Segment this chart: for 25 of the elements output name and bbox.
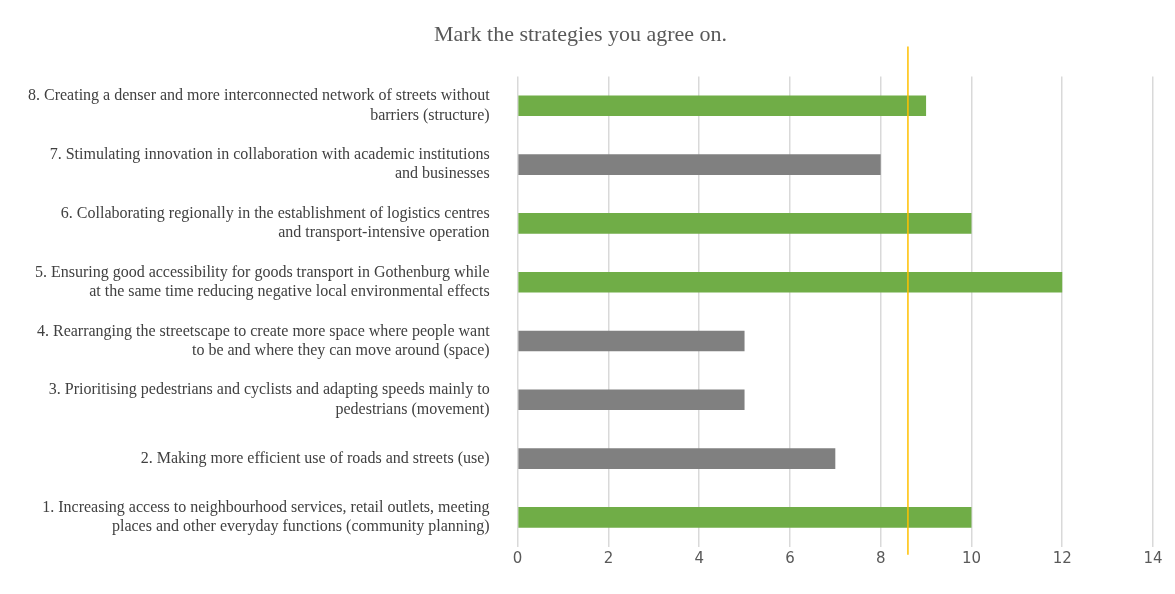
bar	[518, 95, 927, 117]
y-tick-label: 7. Stimulating innovation in collaboration with academic institutions and businesses	[49, 145, 490, 182]
bar	[518, 213, 972, 234]
y-tick-label: 5. Ensuring good accessibility for goods transport in Gothenburg while at the same time reducing negative local environmental effects	[34, 262, 490, 300]
bar	[518, 389, 745, 411]
x-tick-label: 2	[603, 548, 614, 567]
y-tick-label: 2. Making more efficient use of roads and streets (use)	[140, 448, 490, 467]
bar	[518, 448, 836, 469]
bar	[518, 330, 745, 352]
y-tick-label: 3. Prioritising pedestrians and cyclists and adapting speeds mainly to pedestrians (movement)	[48, 380, 490, 418]
x-tick-label: 0	[512, 548, 523, 567]
y-tick-label: 8. Creating a denser and more interconnected network of streets without barriers (structure)	[28, 86, 491, 124]
x-tick-label: 8	[875, 548, 886, 567]
bar	[518, 154, 881, 175]
x-tick-label: 12	[1052, 548, 1072, 567]
x-tick-label: 6	[785, 548, 795, 567]
x-tick-label: 14	[1143, 548, 1163, 567]
x-tick-label: 10	[961, 548, 982, 567]
bar	[518, 271, 1063, 293]
y-tick-label: 1. Increasing access to neighbourhood services, retail outlets, meeting places and other everyday functions (community planning)	[42, 498, 490, 536]
y-tick-label: 4. Rearranging the streetscape to create more space where people want to be and where they can move around (space)	[36, 321, 491, 359]
x-tick-label: 4	[694, 548, 704, 567]
bar	[518, 507, 972, 528]
y-tick-label: 6. Collaborating regionally in the establishment of logistics centres and transport-intensive operation	[60, 204, 490, 242]
chart-title: Mark the strategies you agree on.	[433, 20, 728, 46]
